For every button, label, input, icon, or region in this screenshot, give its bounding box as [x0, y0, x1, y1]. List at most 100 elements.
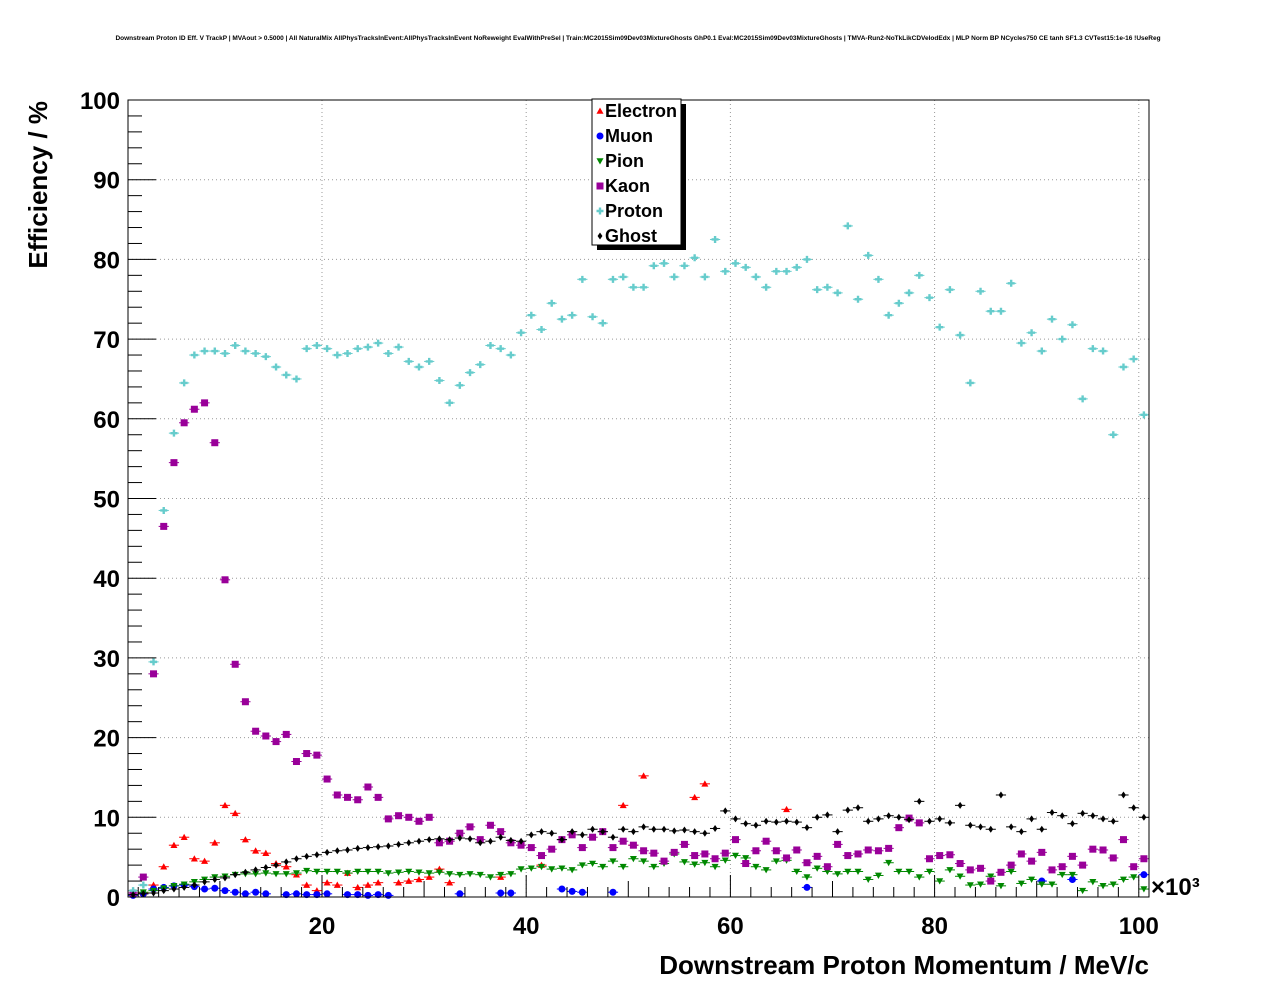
- data-point: [262, 353, 270, 361]
- data-point: [252, 871, 260, 878]
- data-point: [354, 891, 362, 899]
- data-point: [190, 405, 198, 413]
- data-point: [323, 879, 331, 886]
- data-point: [1028, 857, 1036, 865]
- x-tick-label: 40: [513, 913, 540, 940]
- data-point: [497, 871, 505, 879]
- data-point: [323, 775, 331, 783]
- data-point: [201, 885, 209, 893]
- data-point: [354, 796, 362, 804]
- data-point: [201, 347, 209, 355]
- data-point: [456, 890, 464, 898]
- data-point: [384, 815, 392, 823]
- data-point: [731, 852, 739, 860]
- data-point: [282, 371, 290, 379]
- data-point: [273, 861, 279, 869]
- data-point: [1018, 828, 1024, 836]
- data-point: [660, 259, 668, 267]
- data-point: [1100, 815, 1106, 823]
- data-point: [589, 833, 597, 841]
- data-point: [1029, 815, 1035, 823]
- series-ghost: [128, 791, 1149, 899]
- data-point: [252, 349, 260, 357]
- data-point: [599, 319, 607, 327]
- data-point: [670, 273, 678, 281]
- data-point: [272, 738, 280, 746]
- data-point: [966, 379, 974, 387]
- data-point: [661, 825, 667, 833]
- data-point: [609, 275, 617, 283]
- data-point: [395, 869, 403, 876]
- data-point: [211, 839, 219, 846]
- legend-box: [591, 98, 682, 246]
- data-point: [202, 878, 208, 886]
- x-tick-label: 100: [1119, 913, 1159, 940]
- data-point: [772, 847, 780, 855]
- data-point: [743, 820, 749, 828]
- x-tick-label: 80: [921, 913, 948, 940]
- data-point: [987, 307, 995, 315]
- y-tick-label: 60: [93, 407, 120, 434]
- series-kaon: [128, 399, 1149, 897]
- data-point: [558, 315, 566, 323]
- data-point: [262, 890, 270, 898]
- data-point: [466, 871, 474, 878]
- data-point: [885, 311, 893, 319]
- data-point: [721, 267, 729, 275]
- y-tick-label: 0: [107, 885, 120, 912]
- data-point: [1099, 846, 1107, 854]
- data-point: [313, 891, 321, 899]
- data-point: [415, 817, 423, 825]
- data-point: [548, 866, 556, 873]
- data-point: [212, 875, 218, 883]
- data-point: [466, 823, 474, 831]
- legend-marker: [596, 207, 604, 215]
- data-point: [578, 888, 586, 896]
- data-point: [886, 812, 892, 820]
- data-point: [680, 262, 688, 270]
- data-point: [957, 801, 963, 809]
- data-point: [294, 855, 299, 863]
- data-point: [844, 868, 852, 875]
- data-point: [528, 831, 534, 839]
- data-point: [313, 341, 321, 349]
- data-point: [1140, 871, 1148, 879]
- data-point: [813, 286, 821, 294]
- data-point: [1140, 855, 1148, 863]
- data-point: [303, 881, 311, 888]
- data-point: [752, 273, 760, 281]
- data-point: [762, 867, 770, 874]
- data-point: [180, 833, 188, 841]
- data-point: [241, 347, 249, 355]
- data-point: [946, 867, 954, 874]
- data-point: [253, 866, 259, 874]
- data-point: [231, 888, 239, 896]
- data-point: [1039, 825, 1045, 833]
- data-point: [508, 836, 514, 844]
- data-point: [375, 843, 381, 851]
- data-point: [844, 852, 852, 860]
- data-point: [221, 576, 229, 584]
- data-point: [987, 877, 995, 885]
- data-point: [763, 817, 769, 825]
- data-point: [548, 845, 556, 853]
- data-point: [1130, 863, 1138, 871]
- data-point: [864, 846, 872, 854]
- data-point: [559, 836, 565, 844]
- data-point: [925, 294, 933, 302]
- data-point: [956, 331, 964, 339]
- data-point: [384, 870, 392, 877]
- data-point: [262, 732, 270, 740]
- data-point: [282, 871, 290, 878]
- data-point: [731, 259, 739, 267]
- data-point: [640, 847, 648, 855]
- data-point: [915, 271, 923, 279]
- data-point: [436, 835, 442, 843]
- data-point: [303, 867, 311, 875]
- data-point: [813, 852, 821, 860]
- data-point: [292, 375, 300, 383]
- data-point: [619, 273, 627, 281]
- y-tick-label: 20: [93, 726, 120, 753]
- data-point: [221, 887, 229, 895]
- data-point: [609, 888, 617, 896]
